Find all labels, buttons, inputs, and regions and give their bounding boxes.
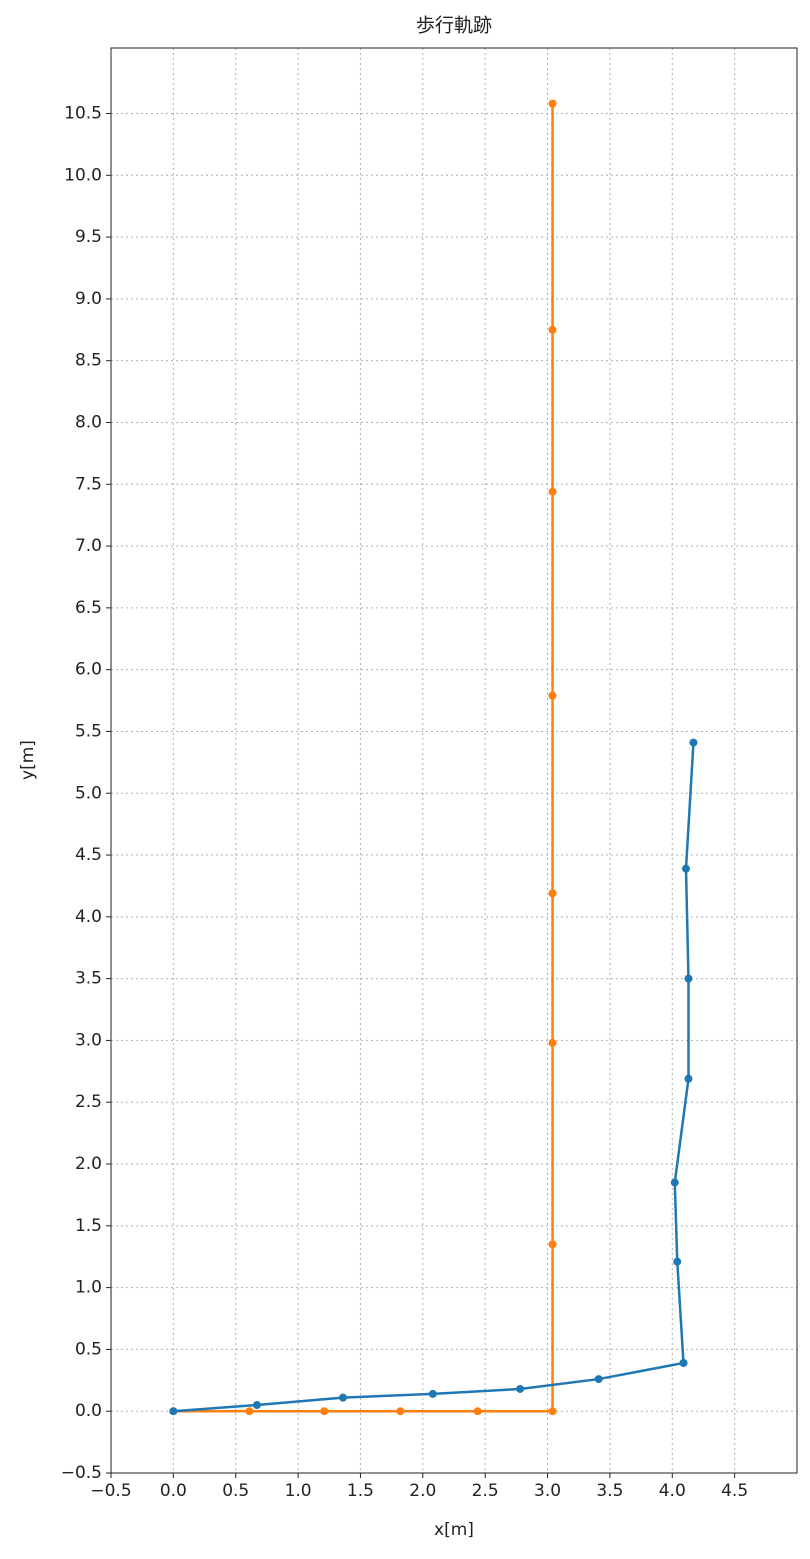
y-axis-label: y[m] <box>18 740 38 780</box>
series-line <box>173 103 554 1413</box>
x-tick-label: −0.5 <box>90 1481 131 1501</box>
y-tick-label: 7.5 <box>75 474 102 494</box>
y-tick-label: −0.5 <box>61 1463 102 1483</box>
data-point <box>548 691 557 700</box>
data-point <box>428 1389 437 1398</box>
data-point <box>681 864 690 873</box>
data-point <box>594 1375 603 1384</box>
data-point <box>169 1407 178 1416</box>
x-tick-label: 1.0 <box>285 1481 312 1501</box>
y-tick-label: 4.5 <box>75 845 102 865</box>
y-tick-label: 3.5 <box>75 969 102 989</box>
y-tick-label: 2.0 <box>75 1154 102 1174</box>
data-point <box>473 1407 482 1416</box>
data-point <box>670 1178 679 1187</box>
x-tick-label: 4.0 <box>659 1481 686 1501</box>
x-tick-label: 3.5 <box>596 1481 623 1501</box>
y-tick-label: 10.0 <box>64 165 102 185</box>
y-tick-label: 4.0 <box>75 907 102 927</box>
x-tick-label: 0.5 <box>222 1481 249 1501</box>
data-point <box>338 1393 347 1402</box>
y-tick-label: 8.0 <box>75 412 102 432</box>
y-tick-label: 3.0 <box>75 1030 102 1050</box>
y-tick-label: 0.5 <box>75 1339 102 1359</box>
data-point <box>679 1359 688 1368</box>
y-tick-label: 1.0 <box>75 1278 102 1298</box>
data-point <box>548 325 557 334</box>
y-tick-label: 0.0 <box>75 1401 102 1421</box>
data-point <box>684 974 693 983</box>
data-point <box>320 1407 329 1416</box>
y-tick-label: 6.0 <box>75 660 102 680</box>
x-tick-label: 4.5 <box>721 1481 748 1501</box>
y-tick-label: 9.0 <box>75 289 102 309</box>
data-point <box>548 1240 557 1249</box>
y-tick-label: 7.0 <box>75 536 102 556</box>
x-tick-label: 3.0 <box>534 1481 561 1501</box>
data-point <box>548 99 557 108</box>
x-tick-label: 1.5 <box>347 1481 374 1501</box>
y-tick-label: 5.0 <box>75 783 102 803</box>
data-point <box>548 889 557 898</box>
data-point <box>396 1407 405 1416</box>
y-tick-label: 2.5 <box>75 1092 102 1112</box>
y-tick-label: 1.5 <box>75 1216 102 1236</box>
chart-title: 歩行軌跡 <box>416 15 492 37</box>
data-point <box>245 1407 254 1416</box>
x-tick-label: 0.0 <box>160 1481 187 1501</box>
data-point <box>548 1407 557 1416</box>
y-tick-label: 9.5 <box>75 227 102 247</box>
y-tick-label: 8.5 <box>75 351 102 371</box>
x-tick-label: 2.5 <box>472 1481 499 1501</box>
data-point <box>548 1038 557 1047</box>
x-tick-label: 2.0 <box>409 1481 436 1501</box>
series-line <box>173 742 695 1413</box>
data-point <box>689 738 698 747</box>
y-tick-label: 10.5 <box>64 104 102 124</box>
plot-frame <box>110 47 798 1474</box>
y-tick-label: 6.5 <box>75 598 102 618</box>
data-point <box>548 487 557 496</box>
y-tick-label: 5.5 <box>75 721 102 741</box>
data-point <box>673 1257 682 1266</box>
data-point <box>684 1074 693 1083</box>
data-point <box>516 1384 525 1393</box>
x-axis-label: x[m] <box>434 1520 474 1540</box>
data-point <box>252 1401 261 1410</box>
